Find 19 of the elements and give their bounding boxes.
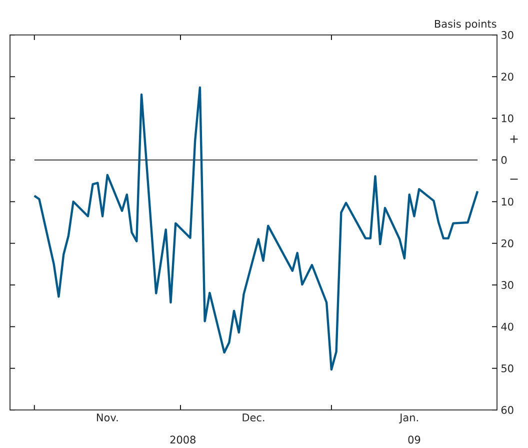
y-tick-label: 60 — [501, 406, 514, 414]
text: − — [510, 178, 518, 180]
y-axis-title: Basis points — [434, 20, 496, 30]
x-tick-label: Dec. — [242, 414, 264, 422]
y-tick-label: 20 — [501, 72, 514, 81]
y-tick-label: 40 — [501, 322, 514, 331]
y-tick-label: 10 — [502, 114, 514, 122]
y-tick-label: 20 — [501, 239, 514, 248]
y-tick-label: 0 — [501, 156, 507, 164]
y-tick-label: 30 — [501, 281, 514, 289]
x-tick-label: Jan. — [399, 414, 418, 424]
text: + — [510, 135, 518, 143]
y-tick-label: 10 — [502, 198, 514, 206]
line-series — [33, 86, 479, 371]
text: 2008 — [170, 436, 196, 444]
text: 09 — [408, 436, 420, 444]
y-tick-label: 30 — [501, 31, 514, 39]
y-tick-label: 50 — [502, 364, 514, 372]
x-tick-label: Nov. — [96, 414, 118, 422]
